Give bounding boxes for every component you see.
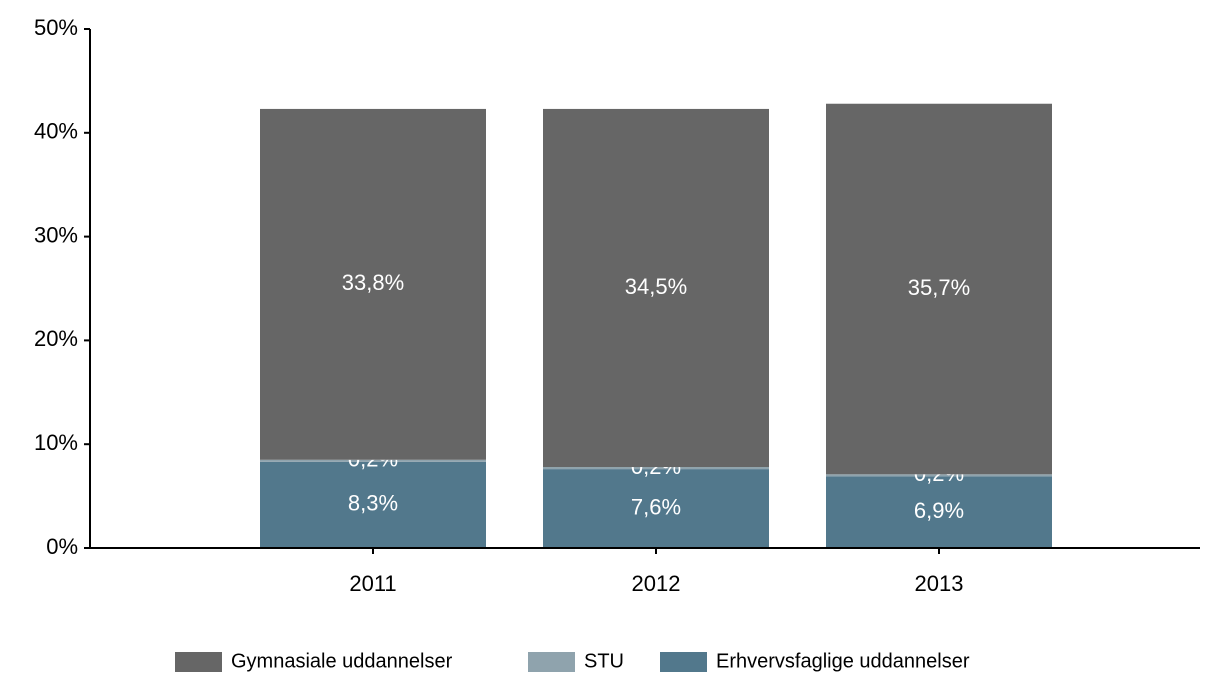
x-tick-label: 2013 (915, 571, 964, 596)
x-tick-label: 2011 (349, 571, 396, 596)
data-label: 33,8% (342, 270, 404, 295)
data-label: 7,6% (631, 494, 681, 519)
bar-segment (260, 108, 486, 460)
legend-swatch (528, 652, 575, 672)
legend-label: Gymnasiale uddannelser (231, 650, 453, 672)
bar-segment (826, 103, 1052, 475)
data-label: 8,3% (348, 491, 398, 516)
y-tick-label: 0% (46, 534, 78, 559)
legend-swatch (660, 652, 707, 672)
legend-label: Erhvervsfaglige uddannelser (716, 650, 970, 672)
y-tick-label: 30% (34, 222, 78, 247)
bar-segment (826, 474, 1052, 477)
data-label: 34,5% (625, 274, 687, 299)
bar-segment (260, 461, 486, 548)
bar-segment (543, 469, 769, 548)
data-label: 35,7% (908, 275, 970, 300)
y-tick-label: 20% (34, 326, 78, 351)
y-tick-label: 10% (34, 430, 78, 455)
bar-segment (543, 108, 769, 468)
legend-label: STU (584, 650, 624, 672)
bar-segment (260, 459, 486, 462)
y-tick-label: 40% (34, 119, 78, 144)
bar-segment (543, 467, 769, 470)
x-tick-label: 2012 (632, 571, 681, 596)
y-tick-label: 50% (34, 15, 78, 40)
legend-swatch (175, 652, 222, 672)
data-label: 6,9% (914, 498, 964, 523)
bar-segment (826, 476, 1052, 548)
